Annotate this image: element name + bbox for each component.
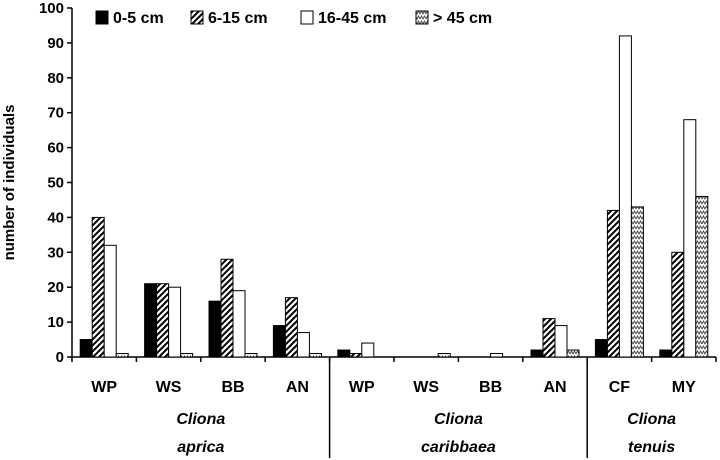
x-category-label: WS xyxy=(156,379,182,396)
bar-16-45-cm-wp-0 xyxy=(103,244,117,358)
y-tick-label: 60 xyxy=(47,140,64,157)
y-tick-label: 70 xyxy=(47,105,64,122)
y-tick-label: 0 xyxy=(56,349,64,366)
x-category-label: BB xyxy=(479,379,502,396)
x-category-label: WP xyxy=(349,379,375,396)
x-category-label: CF xyxy=(609,379,631,396)
bar-45-cm-ws-1 xyxy=(180,353,194,358)
legend-swatch-45-cm xyxy=(415,10,429,25)
group-label-line2: caribbaea xyxy=(421,439,496,456)
legend-label-45-cm: > 45 cm xyxy=(433,10,492,27)
group-label-line1: Cliona xyxy=(176,411,225,428)
bar-6-15-cm-an-3 xyxy=(284,297,298,358)
y-tick-label: 80 xyxy=(47,70,64,87)
group-label-line2: aprica xyxy=(177,439,224,456)
bar-0-5-cm-wp-0 xyxy=(79,339,93,358)
bar-6-15-cm-wp-0 xyxy=(91,216,105,358)
y-tick-label: 90 xyxy=(47,35,64,52)
x-category-label: MY xyxy=(672,379,696,396)
y-tick-label: 20 xyxy=(47,279,64,296)
bar-16-45-cm-an-7 xyxy=(554,325,568,358)
bar-16-45-cm-ws-1 xyxy=(168,286,182,358)
y-tick-label: 40 xyxy=(47,209,64,226)
bar-45-cm-wp-0 xyxy=(115,353,129,358)
bar-16-45-cm-bb-2 xyxy=(232,290,246,358)
bar-16-45-cm-bb-6 xyxy=(490,353,504,358)
x-category-label: BB xyxy=(221,379,244,396)
legend-swatch-16-45-cm xyxy=(300,10,314,25)
bar-6-15-cm-cf-8 xyxy=(606,209,620,358)
legend-label-0-5-cm: 0-5 cm xyxy=(113,10,164,27)
x-category-label: AN xyxy=(543,379,566,396)
bar-6-15-cm-an-7 xyxy=(542,318,556,358)
group-label-line1: Cliona xyxy=(627,411,676,428)
bar-0-5-cm-an-3 xyxy=(272,325,286,358)
bar-45-cm-cf-8 xyxy=(630,206,644,358)
legend-swatch-0-5-cm xyxy=(95,10,109,25)
y-tick-label: 50 xyxy=(47,175,64,192)
y-tick-label: 100 xyxy=(39,0,64,17)
bar-16-45-cm-my-9 xyxy=(683,119,697,358)
bar-0-5-cm-ws-1 xyxy=(144,283,158,358)
bar-45-cm-an-3 xyxy=(308,353,322,358)
bar-6-15-cm-my-9 xyxy=(671,251,685,358)
bar-45-cm-an-7 xyxy=(566,349,580,358)
bar-0-5-cm-an-7 xyxy=(530,349,544,358)
legend-label-16-45-cm: 16-45 cm xyxy=(318,10,387,27)
x-category-label: AN xyxy=(286,379,309,396)
group-label-line2: tenuis xyxy=(628,439,675,456)
y-axis-title: number of individuals xyxy=(1,105,18,261)
bar-45-cm-bb-2 xyxy=(244,353,258,358)
bar-16-45-cm-an-3 xyxy=(296,332,310,358)
bar-0-5-cm-cf-8 xyxy=(594,339,608,358)
bar-0-5-cm-wp-4 xyxy=(337,349,351,358)
legend-swatch-6-15-cm xyxy=(190,10,204,25)
bar-45-cm-ws-5 xyxy=(437,353,451,358)
bar-0-5-cm-bb-2 xyxy=(208,300,222,358)
bar-6-15-cm-bb-2 xyxy=(220,258,234,358)
legend-label-6-15-cm: 6-15 cm xyxy=(208,10,268,27)
y-tick-label: 10 xyxy=(47,314,64,331)
x-category-label: WS xyxy=(413,379,439,396)
bar-16-45-cm-cf-8 xyxy=(618,35,632,358)
bar-0-5-cm-my-9 xyxy=(659,349,673,358)
bar-6-15-cm-wp-4 xyxy=(349,353,363,358)
x-category-label: WP xyxy=(91,379,117,396)
bar-45-cm-my-9 xyxy=(695,195,709,358)
bar-16-45-cm-wp-4 xyxy=(361,342,375,358)
group-label-line1: Cliona xyxy=(434,411,483,428)
bar-6-15-cm-ws-1 xyxy=(156,283,170,358)
y-tick-label: 30 xyxy=(47,244,64,261)
